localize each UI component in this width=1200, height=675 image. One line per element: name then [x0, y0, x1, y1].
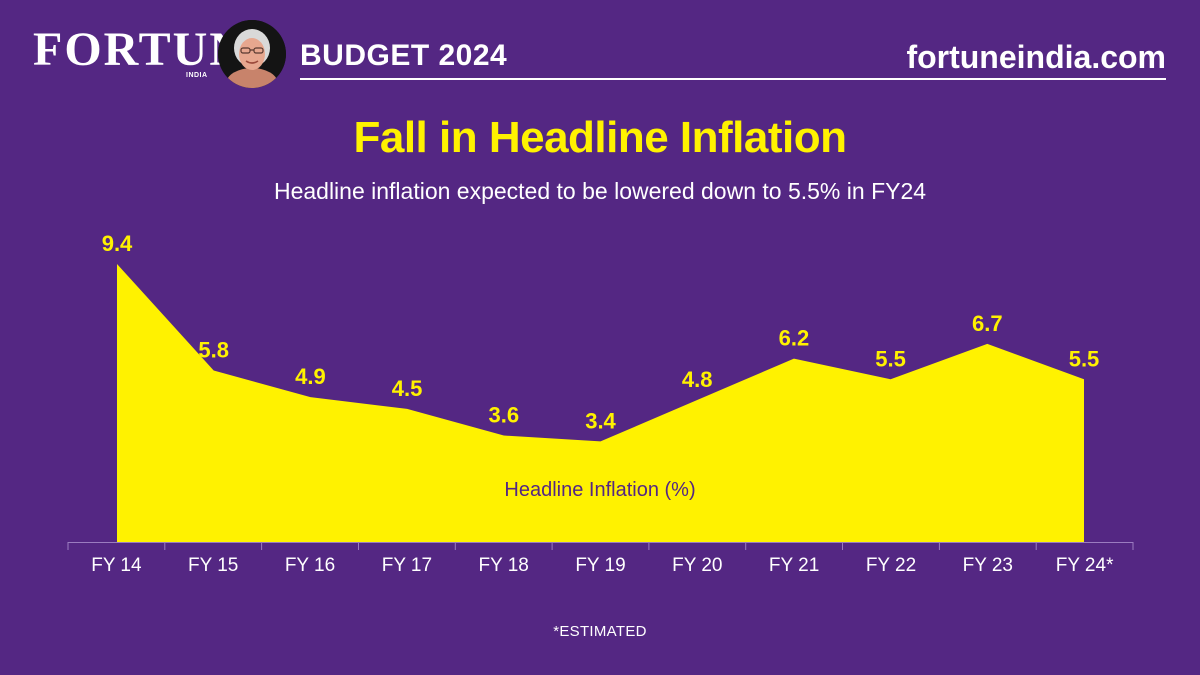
data-label: 3.6: [489, 403, 520, 428]
x-tick-label: FY 17: [382, 555, 432, 576]
avatar: [218, 20, 286, 88]
x-tick-label: FY 15: [188, 555, 238, 576]
data-label: 5.8: [198, 338, 229, 363]
site-link[interactable]: fortuneindia.com: [906, 39, 1166, 75]
data-label: 6.7: [972, 311, 1003, 336]
x-tick-label: FY 24*: [1056, 555, 1114, 576]
x-tick-label: FY 22: [866, 555, 916, 576]
series-label: Headline Inflation (%): [504, 479, 695, 501]
data-label: 6.2: [779, 326, 810, 351]
data-label: 9.4: [102, 231, 133, 256]
data-label: 5.5: [875, 346, 906, 371]
footnote: *ESTIMATED: [553, 623, 647, 640]
data-label: 5.5: [1069, 346, 1100, 371]
header: FORTUNE INDIA BUDGET 2024 fortuneindia.c…: [0, 0, 1200, 100]
data-label: 3.4: [585, 408, 616, 433]
x-tick-label: FY 14: [91, 555, 142, 576]
x-tick-label: FY 19: [575, 555, 625, 576]
brand-logo-sub: INDIA: [186, 72, 208, 79]
x-tick-label: FY 20: [672, 555, 722, 576]
portrait-icon: [218, 20, 286, 88]
x-tick-label: FY 16: [285, 555, 335, 576]
data-label: 4.9: [295, 364, 326, 389]
area-series: [117, 264, 1084, 542]
chart-title: Fall in Headline Inflation: [353, 113, 847, 162]
x-tick-label: FY 18: [479, 555, 529, 576]
section-title: BUDGET 2024: [300, 39, 508, 72]
data-label: 4.8: [682, 367, 713, 392]
data-label: 4.5: [392, 376, 423, 401]
chart-subtitle: Headline inflation expected to be lowere…: [273, 178, 927, 204]
x-tick-label: FY 23: [963, 555, 1013, 576]
header-divider: [300, 78, 1166, 80]
x-tick-label: FY 21: [769, 555, 819, 576]
